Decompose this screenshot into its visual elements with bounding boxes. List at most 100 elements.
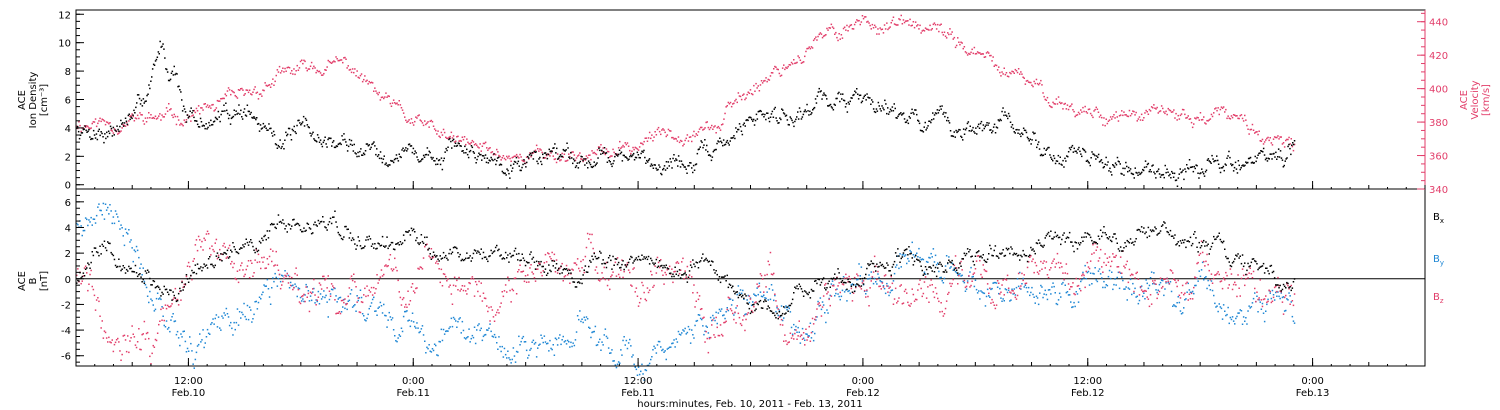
series-ion-density-point: [86, 131, 88, 133]
series-velocity-point: [325, 69, 327, 71]
series-bx-point: [124, 272, 127, 274]
series-bx-point: [257, 249, 260, 252]
series-bz-point: [289, 284, 292, 287]
series-velocity-point: [1136, 120, 1138, 122]
series-velocity-point: [537, 148, 539, 150]
series-by-point: [1072, 306, 1074, 308]
series-ion-density-point: [767, 112, 769, 114]
series-ion-density-point: [902, 113, 904, 115]
series-ion-density-point: [124, 117, 127, 119]
series-bx-point: [141, 281, 143, 283]
series-by-point: [1154, 283, 1156, 285]
series-ion-density-point: [745, 119, 747, 122]
series-bz-point: [1288, 288, 1290, 290]
series-bz-point: [1005, 279, 1008, 281]
series-ion-density-point: [443, 157, 445, 160]
series-velocity-point: [1157, 112, 1159, 114]
series-bz-point: [684, 270, 686, 272]
series-by-point: [428, 344, 430, 346]
series-by-point: [865, 293, 867, 295]
series-bx-point: [344, 225, 346, 228]
series-bz-point: [1125, 263, 1127, 266]
series-velocity-point: [268, 84, 271, 86]
series-by-point: [1017, 285, 1020, 288]
series-by-point: [817, 300, 819, 303]
series-bz-point: [480, 282, 482, 284]
series-by-point: [346, 308, 348, 311]
series-bz-point: [131, 325, 133, 327]
series-by-point: [607, 347, 610, 349]
series-bz-point: [706, 337, 708, 340]
series-by-point: [316, 300, 318, 303]
series-velocity-point: [698, 128, 701, 130]
series-bz-point: [637, 305, 640, 307]
series-ion-density-point: [741, 133, 744, 136]
series-bz-point: [105, 337, 108, 339]
series-velocity-point: [501, 157, 503, 159]
series-bz-point: [1127, 281, 1130, 284]
series-by-point: [835, 292, 837, 295]
series-velocity-point: [1241, 117, 1244, 120]
series-bx-point: [327, 223, 329, 226]
series-velocity-point: [463, 136, 466, 138]
series-ion-density-point: [1101, 162, 1104, 164]
series-ion-density-point: [717, 140, 719, 142]
series-bz-point: [834, 279, 836, 281]
series-ion-density-point: [88, 128, 90, 131]
series-bz-point: [1187, 299, 1189, 301]
series-by-point: [192, 363, 194, 365]
series-velocity-point: [1092, 116, 1094, 119]
series-bz-point: [1156, 297, 1158, 300]
series-by-point: [1021, 283, 1023, 285]
series-by-point: [400, 327, 403, 329]
series-bz-point: [1254, 287, 1256, 290]
series-by-point: [1270, 297, 1273, 300]
series-bx-point: [200, 266, 202, 268]
series-velocity-point: [1277, 135, 1279, 137]
series-bz-point: [139, 348, 141, 351]
series-bz-point: [392, 268, 395, 270]
series-bx-point: [135, 272, 138, 274]
series-bz-point: [809, 340, 812, 342]
series-ion-density-point: [500, 164, 503, 166]
series-ion-density-point: [972, 126, 974, 129]
series-ion-density-point: [724, 143, 727, 146]
series-by-point: [975, 288, 978, 291]
series-velocity-point: [449, 135, 451, 138]
series-bz-point: [981, 276, 983, 278]
series-bz-point: [1112, 253, 1114, 255]
series-ion-density-point: [619, 152, 622, 155]
series-ion-density-point: [1273, 152, 1275, 155]
series-velocity-point: [991, 60, 993, 62]
series-velocity-point: [428, 126, 430, 128]
series-ion-density-point: [645, 162, 647, 164]
series-bz-point: [1071, 286, 1073, 288]
series-ion-density-point: [496, 160, 498, 162]
series-velocity-point: [780, 74, 783, 77]
series-bx-point: [78, 280, 80, 282]
series-bz-point: [1203, 260, 1205, 263]
series-bx-point: [210, 263, 212, 266]
series-bz-point: [685, 276, 687, 278]
series-by-point: [786, 308, 788, 311]
series-ion-density-point: [340, 143, 342, 146]
series-by-point: [117, 216, 119, 218]
series-bz-point: [1215, 274, 1217, 276]
series-bz-point: [733, 318, 735, 321]
series-velocity-point: [816, 39, 818, 41]
series-by-point: [822, 304, 825, 306]
series-ion-density-point: [731, 137, 733, 139]
series-bz-point: [1136, 271, 1138, 274]
series-bz-point: [764, 274, 766, 277]
series-ion-density-point: [171, 70, 174, 73]
series-ion-density-point: [730, 137, 732, 139]
series-bz-point: [301, 295, 303, 298]
series-bx-point: [254, 251, 256, 254]
series-ion-density-point: [130, 116, 132, 118]
series-ion-density-point: [1292, 143, 1295, 146]
series-velocity-point: [653, 136, 655, 138]
series-bz-point: [737, 312, 740, 315]
series-ion-density-point: [1147, 162, 1150, 165]
series-bz-point: [755, 301, 757, 303]
series-bz-point: [891, 282, 894, 285]
